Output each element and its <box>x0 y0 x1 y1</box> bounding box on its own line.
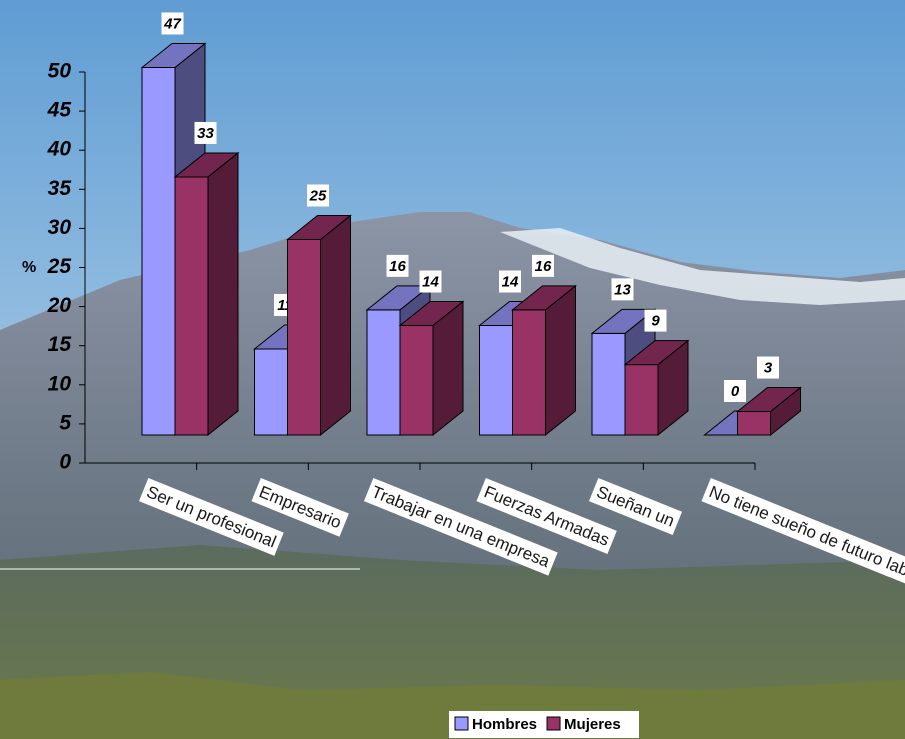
y-tick-label: 30 <box>48 216 72 239</box>
value-label: 9 <box>651 313 660 330</box>
y-tick-label: 45 <box>47 99 72 122</box>
x-label-box <box>138 477 284 556</box>
value-label-box <box>757 356 779 379</box>
value-label-box <box>194 121 217 144</box>
x-label-box <box>701 477 905 595</box>
bar <box>623 339 690 437</box>
value-label-box <box>386 254 409 277</box>
background-snow <box>500 228 905 305</box>
legend-box <box>449 711 639 738</box>
bar-side <box>320 214 351 437</box>
bar-front <box>174 176 209 436</box>
bar <box>511 284 577 437</box>
value-label-box <box>499 270 521 293</box>
y-axis-label: % <box>22 259 36 276</box>
bar-front <box>737 411 771 436</box>
bar-front <box>512 309 546 436</box>
bar-front <box>287 239 321 436</box>
value-label-box <box>161 12 184 35</box>
bar <box>398 300 465 437</box>
bar-top <box>173 152 240 178</box>
x-label-box <box>251 477 349 537</box>
legend-label: Hombres <box>472 716 537 733</box>
value-label: 13 <box>614 281 631 298</box>
background-vegetation <box>0 672 905 739</box>
bar-front <box>254 348 288 436</box>
bar <box>286 214 352 437</box>
y-tick-label: 10 <box>48 372 72 395</box>
bar-front <box>399 325 434 436</box>
bar-front <box>591 332 626 436</box>
legend-swatch <box>454 716 469 731</box>
bar-top <box>140 42 207 68</box>
value-label: 16 <box>535 258 552 275</box>
bar <box>736 386 802 437</box>
bar-side <box>545 284 576 437</box>
bar-top <box>623 340 690 366</box>
y-tick-label: 0 <box>59 451 71 474</box>
legend: Hombres Mujeres <box>449 711 639 738</box>
y-tick-label: 40 <box>47 138 72 161</box>
value-label: 14 <box>502 273 519 290</box>
bar-side <box>207 151 239 437</box>
value-label-box <box>611 278 634 301</box>
bar-top <box>511 285 577 311</box>
legend-swatch <box>546 716 561 731</box>
value-label: 16 <box>389 258 406 275</box>
value-label: 3 <box>764 360 773 377</box>
bar-front <box>366 309 401 436</box>
x-label-box <box>588 477 683 535</box>
y-tick-label: 15 <box>48 333 72 356</box>
bar-top <box>286 215 352 240</box>
y-tick-label: 20 <box>47 294 72 317</box>
value-label: 47 <box>163 15 181 32</box>
bar-front <box>479 325 513 436</box>
value-label-box <box>532 254 554 277</box>
value-label-box <box>307 184 329 207</box>
y-tick-label: 5 <box>59 411 71 434</box>
value-label: 14 <box>422 273 439 290</box>
value-label: 25 <box>309 187 327 204</box>
value-label: 33 <box>197 125 214 142</box>
bar <box>173 151 240 437</box>
y-tick-label: 25 <box>47 255 72 278</box>
y-tick-label: 50 <box>48 60 72 83</box>
x-label-box <box>363 477 558 576</box>
bar-top <box>736 387 802 413</box>
x-label-box <box>476 477 617 555</box>
bar-front <box>141 66 176 436</box>
bar-top <box>398 301 465 327</box>
value-label-box <box>419 270 442 293</box>
bar-front <box>624 364 659 436</box>
value-label: 0 <box>731 383 740 400</box>
legend-label: Mujeres <box>564 716 621 733</box>
value-label-box <box>644 309 667 332</box>
bar-top <box>590 308 657 334</box>
value-label-box <box>724 380 746 402</box>
y-tick-label: 35 <box>48 177 72 200</box>
